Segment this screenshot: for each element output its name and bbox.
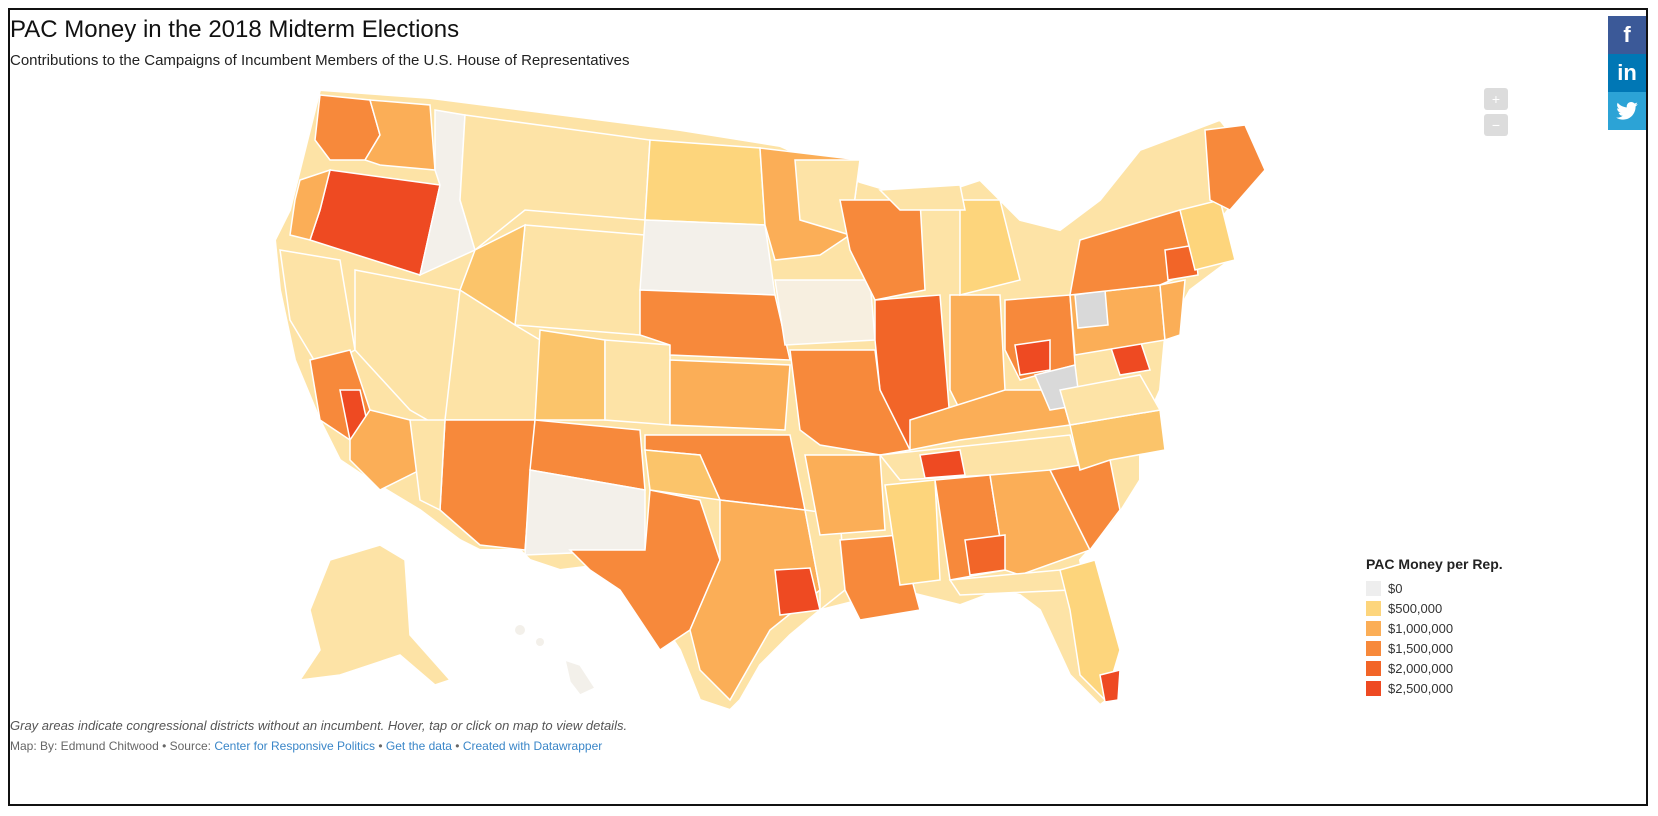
region-missouri[interactable] xyxy=(789,349,912,456)
legend: PAC Money per Rep. $0 $500,000 $1,000,000 $… xyxy=(1366,556,1503,698)
region-wyoming[interactable] xyxy=(514,224,646,336)
region-virginia[interactable] xyxy=(1059,374,1162,426)
region-new-york-high[interactable] xyxy=(1164,244,1199,281)
region-new-england[interactable] xyxy=(1179,199,1236,271)
region-washington-east[interactable] xyxy=(363,99,436,171)
region-hawaii[interactable] xyxy=(563,658,597,696)
region-michigan[interactable] xyxy=(959,199,1021,296)
region-kansas[interactable] xyxy=(669,359,791,431)
legend-item: $1,500,000 xyxy=(1366,638,1503,658)
source-link[interactable]: Center for Responsive Politics xyxy=(214,739,376,753)
legend-label: $500,000 xyxy=(1388,600,1443,616)
us-district-map[interactable] xyxy=(260,90,1270,730)
region-tennessee-east[interactable] xyxy=(919,449,966,479)
region-iowa[interactable] xyxy=(774,279,876,346)
region-michigan-upper[interactable] xyxy=(878,184,966,211)
page-title: PAC Money in the 2018 Midterm Elections xyxy=(10,16,460,43)
legend-swatch xyxy=(1366,640,1381,656)
legend-items: $0 $500,000 $1,000,000 $1,500,000 $2,000,000… xyxy=(1366,578,1503,698)
region-south-dakota[interactable] xyxy=(639,219,776,296)
facebook-icon: f xyxy=(1623,22,1631,47)
region-hawaii-island-1[interactable] xyxy=(515,625,525,635)
legend-label: $0 xyxy=(1388,580,1403,596)
footer-credits: Map: By: Edmund Chitwood • Source: Cente… xyxy=(10,739,602,753)
legend-swatch xyxy=(1366,620,1381,636)
legend-label: $2,000,000 xyxy=(1388,660,1454,676)
legend-item: $500,000 xyxy=(1366,598,1503,618)
twitter-share-button[interactable] xyxy=(1608,92,1646,130)
region-oregon-coast[interactable] xyxy=(289,168,332,241)
zoom-out-button[interactable]: − xyxy=(1484,114,1508,136)
region-colorado-west[interactable] xyxy=(534,329,606,421)
region-mississippi[interactable] xyxy=(884,479,941,586)
zoom-in-label: + xyxy=(1491,91,1501,107)
legend-swatch xyxy=(1366,600,1381,616)
region-hawaii-island-2[interactable] xyxy=(536,638,544,646)
region-new-jersey[interactable] xyxy=(1159,279,1186,342)
region-north-dakota[interactable] xyxy=(644,139,766,226)
legend-item: $2,500,000 xyxy=(1366,678,1503,698)
zoom-out-label: − xyxy=(1491,117,1501,133)
region-florida-south-high[interactable] xyxy=(1099,669,1121,703)
get-data-link[interactable]: Get the data xyxy=(385,739,452,753)
legend-label: $1,500,000 xyxy=(1388,640,1454,656)
region-nebraska[interactable] xyxy=(639,289,791,361)
datawrapper-link[interactable]: Created with Datawrapper xyxy=(462,739,603,753)
region-arizona-west[interactable] xyxy=(409,419,446,512)
zoom-in-button[interactable]: + xyxy=(1484,88,1508,110)
region-colorado-east[interactable] xyxy=(604,339,671,426)
legend-item: $1,000,000 xyxy=(1366,618,1503,638)
linkedin-share-button[interactable]: in xyxy=(1608,54,1646,92)
region-ohio-high[interactable] xyxy=(1014,339,1051,376)
legend-title: PAC Money per Rep. xyxy=(1366,556,1503,572)
page-subtitle: Contributions to the Campaigns of Incumb… xyxy=(10,52,630,69)
legend-swatch xyxy=(1366,580,1381,596)
region-maine[interactable] xyxy=(1204,124,1266,211)
facebook-share-button[interactable]: f xyxy=(1608,16,1646,54)
credit-separator: • xyxy=(451,739,463,753)
region-alaska[interactable] xyxy=(298,544,452,686)
chart-frame: PAC Money in the 2018 Midterm Elections … xyxy=(8,8,1648,806)
legend-swatch xyxy=(1366,680,1381,696)
region-arkansas[interactable] xyxy=(804,454,886,536)
footer-note: Gray areas indicate congressional distri… xyxy=(10,718,628,733)
region-georgia-high[interactable] xyxy=(964,534,1006,576)
legend-swatch xyxy=(1366,660,1381,676)
twitter-icon xyxy=(1616,102,1638,120)
share-bar: f in xyxy=(1608,16,1646,130)
credit-prefix: Map: By: Edmund Chitwood • Source: xyxy=(10,739,215,753)
legend-item: $0 xyxy=(1366,578,1503,598)
region-pennsylvania-west[interactable] xyxy=(1074,289,1109,329)
legend-label: $2,500,000 xyxy=(1388,680,1454,696)
legend-label: $1,000,000 xyxy=(1388,620,1454,636)
legend-item: $2,000,000 xyxy=(1366,658,1503,678)
credit-separator: • xyxy=(375,739,386,753)
linkedin-icon: in xyxy=(1617,60,1637,85)
